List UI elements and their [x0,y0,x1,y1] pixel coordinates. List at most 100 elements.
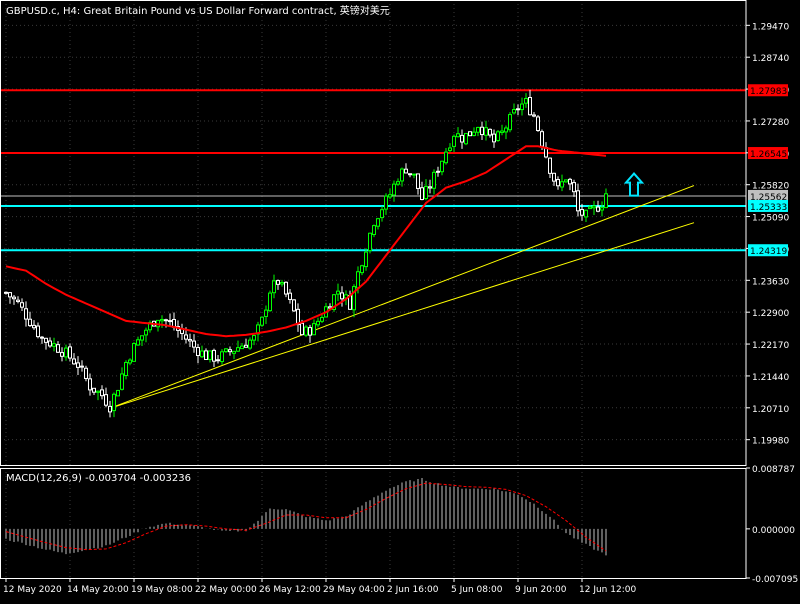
candle-body [392,183,396,196]
candle-body [460,134,464,143]
candle-body [240,345,244,350]
price-level-tag [748,84,788,97]
candle-body [132,343,136,362]
chart-frame [0,0,747,579]
candle-body [192,340,196,348]
candle-body [444,151,448,164]
candle-body [196,347,200,357]
candle-body [56,344,60,353]
time-tick-label: 5 Jun 08:00 [451,585,503,595]
macd-tick-label: -0.007095 [752,575,798,585]
candle-body [228,349,232,353]
macd-signal-line [5,482,607,552]
up-arrow-shape[interactable] [623,172,645,197]
candle-body [552,172,556,182]
price-level-label: 1.24319 [750,247,787,257]
candle-body [600,207,604,211]
macd-tick-label: 0.000000 [752,526,795,536]
candle-body [232,350,236,354]
candle-body [456,133,460,138]
buy-arrow-icon[interactable] [623,172,645,197]
grid-lines [0,0,746,578]
price-panel-border [0,0,747,466]
candle-body [212,349,216,362]
candle-body [556,179,560,187]
candle-body [164,319,168,322]
candlestick-series [4,89,608,418]
price-level-tag [748,199,788,212]
price-tick-label: 1.20710 [752,405,789,415]
candle-body [488,128,492,136]
candle-body [264,309,268,317]
candle-body [260,316,264,326]
price-tick-label: 1.19980 [752,437,789,447]
candle-body [28,318,32,327]
candle-body [524,98,528,104]
candle-body [584,209,588,218]
candle-body [72,358,76,365]
candle-body [604,193,608,209]
price-tick-label: 1.21440 [752,373,789,383]
macd-panel-border [0,468,747,579]
candle-body [508,114,512,131]
candle-body [48,340,52,347]
candle-body [432,171,436,189]
candle-body [400,168,404,182]
price-tick-label: 1.29470 [752,22,789,32]
candle-body [296,308,300,326]
time-axis[interactable]: 12 May 2020 14 May 20:00 19 May 08:00 22 Ma… [3,578,636,595]
macd-axis[interactable]: 0.008787 0.000000 -0.007095 [746,465,798,585]
candle-body [252,335,256,341]
candle-body [268,292,272,312]
candle-body [136,339,140,346]
candle-body [440,160,444,173]
candle-body [12,296,16,300]
candle-body [80,365,84,368]
trendline[interactable] [109,222,695,409]
time-tick-label: 19 May 08:00 [131,585,193,595]
candle-body [24,308,28,320]
candle-body [396,181,400,185]
candle-body [388,194,392,198]
trendline[interactable] [109,185,695,409]
candle-body [572,182,576,193]
candle-body [96,390,100,393]
price-level-tag [748,244,788,257]
candle-body [412,173,416,176]
candle-body [116,389,120,397]
candle-body [224,348,228,353]
candle-body [120,373,124,390]
candle-body [4,291,8,294]
candle-body [92,387,96,393]
candle-body [100,389,104,397]
candle-body [500,130,504,134]
candle-body [112,393,116,412]
horizontal-levels[interactable] [0,89,746,252]
trendlines[interactable] [109,185,695,409]
candle-body [292,299,296,312]
candle-body [528,97,532,116]
candle-body [20,302,24,308]
candle-body [160,318,164,322]
candle-body [248,339,252,349]
candle-body [468,131,472,137]
price-tick-label: 1.27280 [752,118,789,128]
candle-body [220,351,224,363]
candle-body [64,347,68,358]
candle-body [204,350,208,361]
candle-body [560,181,564,188]
candle-body [564,179,568,183]
price-level-label: 1.27983 [750,87,787,97]
candle-body [592,205,596,209]
price-level-label: 1.25333 [750,203,787,213]
candle-body [124,361,128,377]
candle-body [32,324,36,329]
candle-body [596,206,600,212]
candle-body [332,294,336,311]
candle-body [304,326,308,336]
price-tick-label: 1.28740 [752,54,789,64]
candle-body [312,323,316,336]
candle-body [8,292,12,298]
